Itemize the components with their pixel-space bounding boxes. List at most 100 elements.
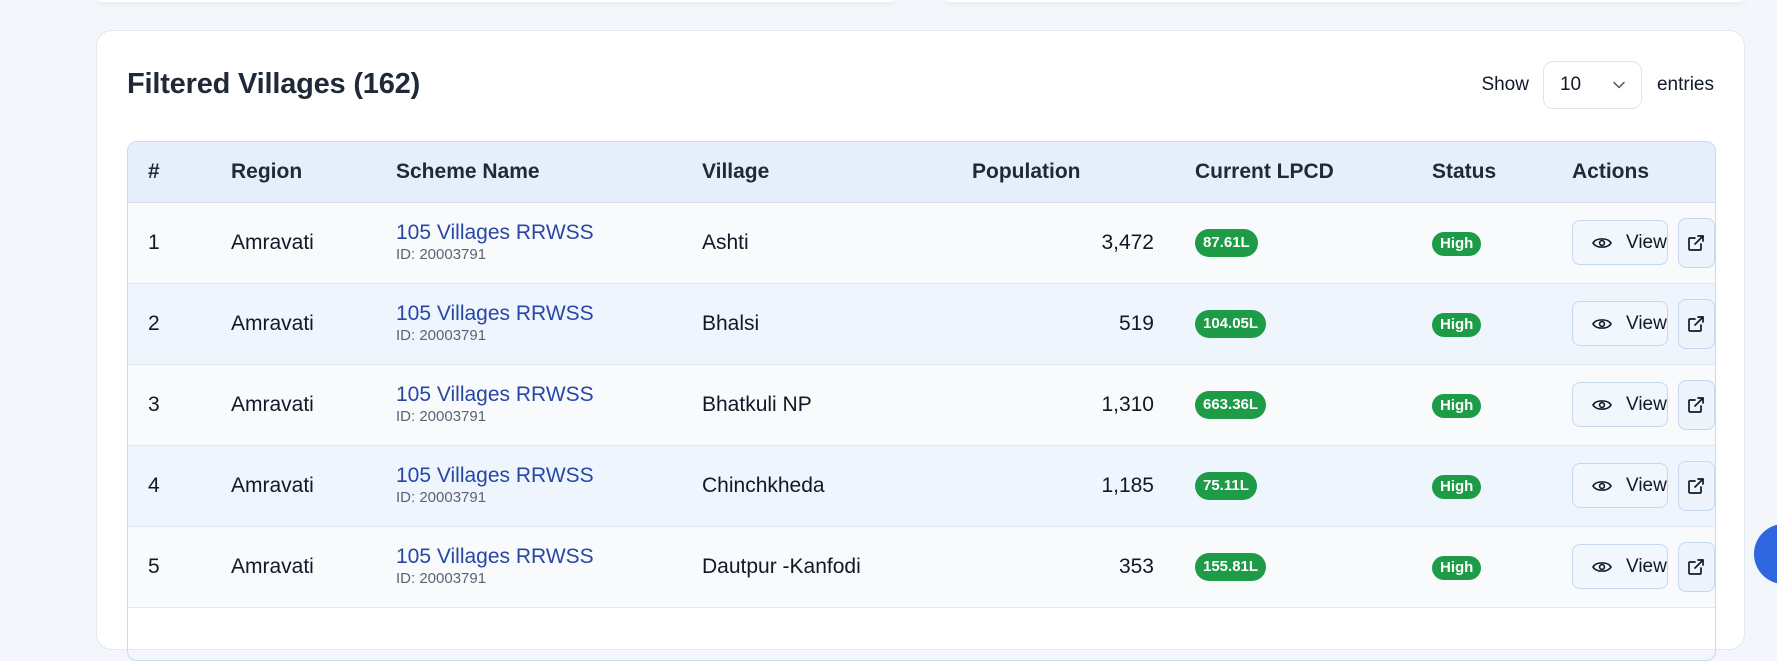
row-number: 3 xyxy=(148,392,160,416)
table-row: 4 Amravati 105 Villages RRWSS ID: 200037… xyxy=(128,445,1715,526)
row-status-cell: High xyxy=(1432,364,1572,445)
row-region: Amravati xyxy=(231,230,314,254)
status-badge: High xyxy=(1432,393,1482,418)
view-button[interactable]: View xyxy=(1572,301,1668,346)
row-actions-cell: View xyxy=(1572,526,1715,607)
row-number: 2 xyxy=(148,311,160,335)
open-external-button[interactable] xyxy=(1677,298,1715,349)
view-button-label: View xyxy=(1626,474,1667,496)
row-lpcd-cell: 155.81L xyxy=(1154,526,1432,607)
scheme-name-link[interactable]: 105 Villages RRWSS xyxy=(396,463,594,487)
row-status-cell: High xyxy=(1432,526,1572,607)
view-button-label: View xyxy=(1626,555,1667,577)
row-status-cell: High xyxy=(1432,202,1572,283)
row-actions-cell: View xyxy=(1572,283,1715,364)
show-label: Show xyxy=(1481,74,1529,95)
external-link-icon xyxy=(1688,558,1705,575)
row-actions-cell: View xyxy=(1572,445,1715,526)
eye-icon xyxy=(1592,318,1612,329)
eye-icon xyxy=(1592,237,1612,248)
row-region: Amravati xyxy=(231,554,314,578)
scheme-id: ID: 20003791 xyxy=(396,407,487,425)
lpcd-badge: 75.11L xyxy=(1195,471,1257,500)
external-link-icon xyxy=(1688,234,1705,251)
row-lpcd-cell: 75.11L xyxy=(1154,445,1432,526)
open-external-button[interactable] xyxy=(1677,541,1715,592)
col-header-village[interactable]: Village xyxy=(702,142,972,203)
status-badge: High xyxy=(1432,555,1482,580)
lpcd-badge: 87.61L xyxy=(1195,228,1258,257)
view-button[interactable]: View xyxy=(1572,382,1668,427)
row-actions-cell: View xyxy=(1572,364,1715,445)
row-population: 1,310 xyxy=(1101,392,1154,416)
row-actions-cell: View xyxy=(1572,202,1715,283)
col-header-num[interactable]: # xyxy=(128,142,231,203)
row-region: Amravati xyxy=(231,311,314,335)
view-button[interactable]: View xyxy=(1572,463,1668,508)
row-scheme-cell: 105 Villages RRWSS ID: 20003791 xyxy=(396,202,702,283)
eye-icon xyxy=(1592,480,1612,491)
table-row: 2 Amravati 105 Villages RRWSS ID: 200037… xyxy=(128,283,1715,364)
table-row: 1 Amravati 105 Villages RRWSS ID: 200037… xyxy=(128,202,1715,283)
entries-control: Show 10 entries xyxy=(1481,60,1714,110)
row-lpcd-cell: 87.61L xyxy=(1154,202,1432,283)
view-button[interactable]: View xyxy=(1572,220,1668,265)
row-status-cell: High xyxy=(1432,283,1572,364)
scheme-name-link[interactable]: 105 Villages RRWSS xyxy=(396,220,594,244)
row-lpcd-cell: 104.05L xyxy=(1154,283,1432,364)
floating-action-button[interactable] xyxy=(1754,524,1777,584)
card-title: Filtered Villages (162) xyxy=(127,68,421,100)
previous-card-bottom-right xyxy=(944,0,1745,2)
status-badge: High xyxy=(1432,231,1482,256)
row-region: Amravati xyxy=(231,473,314,497)
row-status-cell: High xyxy=(1432,445,1572,526)
eye-icon xyxy=(1592,561,1612,572)
scheme-id: ID: 20003791 xyxy=(396,488,487,506)
col-header-scheme-name[interactable]: Scheme Name xyxy=(396,142,702,203)
view-button[interactable]: View xyxy=(1572,544,1668,589)
view-button-label: View xyxy=(1626,312,1667,334)
scheme-name-link[interactable]: 105 Villages RRWSS xyxy=(396,301,594,325)
row-population: 1,185 xyxy=(1101,473,1154,497)
scheme-id: ID: 20003791 xyxy=(396,245,487,263)
row-village: Chinchkheda xyxy=(702,473,825,497)
col-header-actions: Actions xyxy=(1572,142,1715,203)
row-population: 3,472 xyxy=(1101,230,1154,254)
row-village: Ashti xyxy=(702,230,749,254)
row-scheme-cell: 105 Villages RRWSS ID: 20003791 xyxy=(396,283,702,364)
row-scheme-cell: 105 Villages RRWSS ID: 20003791 xyxy=(396,364,702,445)
lpcd-badge: 104.05L xyxy=(1195,309,1267,338)
external-link-icon xyxy=(1688,396,1705,413)
row-number: 5 xyxy=(148,554,160,578)
entries-label: entries xyxy=(1656,74,1714,95)
row-number: 1 xyxy=(148,230,160,254)
page-size-select[interactable]: 10 xyxy=(1542,61,1642,109)
row-scheme-cell: 105 Villages RRWSS ID: 20003791 xyxy=(396,445,702,526)
col-header-population[interactable]: Population xyxy=(972,142,1154,203)
lpcd-badge: 155.81L xyxy=(1195,552,1267,581)
chevron-down-icon xyxy=(1613,81,1625,89)
table-row: 5 Amravati 105 Villages RRWSS ID: 200037… xyxy=(128,526,1715,607)
col-header-region[interactable]: Region xyxy=(231,142,396,203)
col-header-status[interactable]: Status xyxy=(1432,142,1572,203)
view-button-label: View xyxy=(1626,231,1667,253)
villages-table: # Region Scheme Name Village Population … xyxy=(127,141,1716,661)
row-region: Amravati xyxy=(231,392,314,416)
filtered-villages-card: Filtered Villages (162) Show 10 entries … xyxy=(96,30,1745,661)
external-link-icon xyxy=(1688,315,1705,332)
open-external-button[interactable] xyxy=(1677,379,1715,430)
scheme-name-link[interactable]: 105 Villages RRWSS xyxy=(396,544,594,568)
status-badge: High xyxy=(1432,474,1482,499)
eye-icon xyxy=(1592,399,1612,410)
open-external-button[interactable] xyxy=(1677,460,1715,511)
open-external-button[interactable] xyxy=(1677,217,1715,268)
scheme-name-link[interactable]: 105 Villages RRWSS xyxy=(396,382,594,406)
row-lpcd-cell: 663.36L xyxy=(1154,364,1432,445)
col-header-current-lpcd[interactable]: Current LPCD xyxy=(1154,142,1432,203)
scheme-id: ID: 20003791 xyxy=(396,569,487,587)
row-village: Bhatkuli NP xyxy=(702,392,812,416)
table-header-row: # Region Scheme Name Village Population … xyxy=(128,142,1715,203)
table-row: 3 Amravati 105 Villages RRWSS ID: 200037… xyxy=(128,364,1715,445)
scheme-id: ID: 20003791 xyxy=(396,326,487,344)
status-badge: High xyxy=(1432,312,1482,337)
